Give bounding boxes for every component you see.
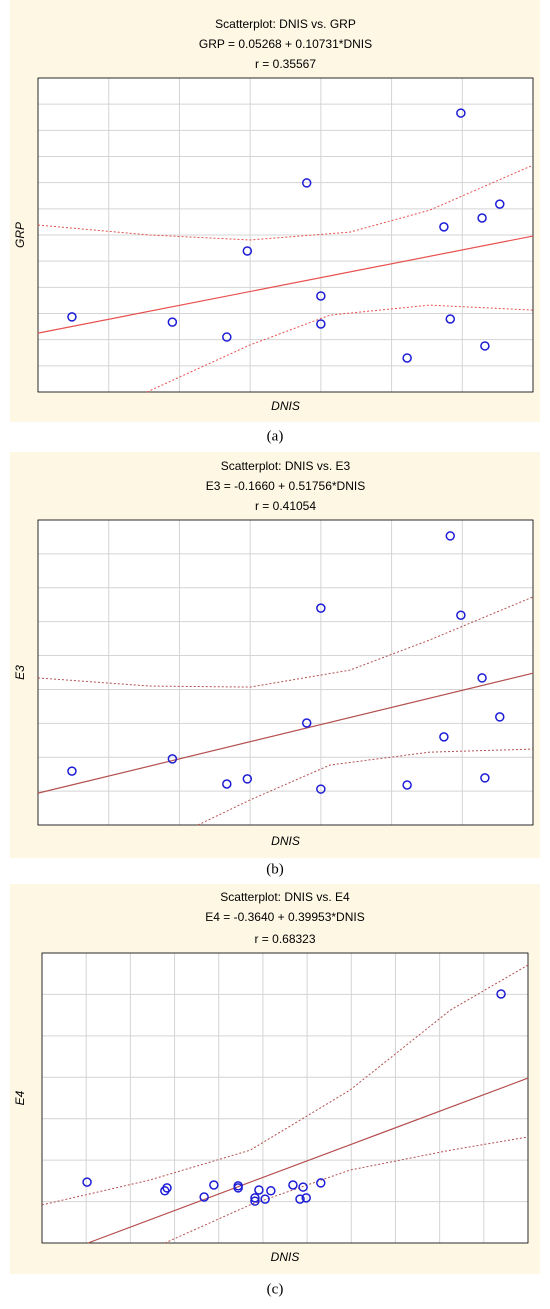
point bbox=[209, 1180, 219, 1190]
point bbox=[316, 319, 326, 329]
chart-subtitle: GRP = 0.05268 + 0.10731*DNIS bbox=[199, 37, 372, 51]
fit-line bbox=[37, 672, 534, 794]
point bbox=[456, 108, 466, 118]
caption: (a) bbox=[267, 428, 284, 444]
fit-line bbox=[37, 235, 534, 334]
plot-frame bbox=[41, 952, 529, 1244]
point bbox=[496, 989, 506, 999]
point bbox=[199, 1192, 209, 1202]
point bbox=[167, 317, 178, 327]
point bbox=[445, 314, 456, 324]
point bbox=[301, 178, 312, 188]
point bbox=[162, 1183, 172, 1193]
plot-area bbox=[42, 953, 528, 1243]
chart-annotation: r = 0.41054 bbox=[255, 499, 316, 513]
point bbox=[222, 779, 232, 789]
confidence-band bbox=[146, 304, 534, 393]
chart-subtitle: E3 = -0.1660 + 0.51756*DNIS bbox=[206, 479, 365, 493]
point bbox=[477, 213, 487, 223]
point bbox=[495, 712, 505, 722]
x-axis-label: DNIS bbox=[271, 399, 300, 413]
point bbox=[266, 1186, 276, 1196]
point bbox=[402, 353, 412, 363]
chart-title: Scatterplot: DNIS vs. GRP bbox=[215, 17, 356, 31]
y-axis-label: E4 bbox=[13, 1090, 27, 1105]
point bbox=[316, 291, 326, 301]
chart-annotation: r = 0.35567 bbox=[255, 57, 316, 71]
plot-area bbox=[38, 520, 533, 825]
point bbox=[250, 1193, 260, 1203]
point bbox=[254, 1185, 264, 1195]
point bbox=[456, 610, 466, 620]
point bbox=[250, 1196, 260, 1206]
plot-frame bbox=[37, 519, 534, 826]
chart-subtitle: E4 = -0.3640 + 0.39953*DNIS bbox=[205, 910, 364, 924]
point bbox=[301, 1193, 311, 1203]
point bbox=[167, 754, 178, 764]
point bbox=[316, 1178, 326, 1188]
confidence-band bbox=[37, 164, 534, 241]
point bbox=[288, 1180, 298, 1190]
caption: (c) bbox=[267, 1281, 284, 1297]
point bbox=[82, 1177, 92, 1187]
point bbox=[67, 766, 77, 776]
point bbox=[477, 673, 487, 683]
point bbox=[480, 341, 490, 351]
plot-frame bbox=[37, 77, 534, 393]
point bbox=[316, 784, 326, 794]
confidence-band bbox=[197, 748, 534, 826]
confidence-band bbox=[37, 596, 534, 688]
y-axis-label: E3 bbox=[13, 665, 27, 680]
point bbox=[67, 312, 77, 322]
point bbox=[233, 1181, 243, 1191]
point bbox=[316, 603, 326, 613]
chart-title: Scatterplot: DNIS vs. E4 bbox=[220, 890, 350, 904]
point bbox=[301, 718, 312, 728]
point bbox=[298, 1182, 308, 1192]
confidence-band bbox=[41, 964, 529, 1206]
y-axis-label: GRP bbox=[13, 222, 27, 248]
x-axis-label: DNIS bbox=[271, 834, 300, 848]
point bbox=[222, 332, 232, 342]
x-axis-label: DNIS bbox=[271, 1250, 300, 1264]
point bbox=[295, 1194, 305, 1204]
point bbox=[445, 531, 456, 541]
chart-title: Scatterplot: DNIS vs. E3 bbox=[221, 459, 351, 473]
chart-annotation: r = 0.68323 bbox=[254, 932, 315, 946]
fit-line bbox=[87, 1077, 529, 1244]
point bbox=[439, 732, 449, 742]
point bbox=[439, 222, 449, 232]
point bbox=[480, 773, 490, 783]
point bbox=[495, 199, 505, 209]
point bbox=[260, 1194, 270, 1204]
caption: (b) bbox=[266, 861, 284, 877]
point bbox=[242, 774, 253, 784]
point bbox=[242, 246, 253, 256]
point bbox=[402, 780, 412, 790]
